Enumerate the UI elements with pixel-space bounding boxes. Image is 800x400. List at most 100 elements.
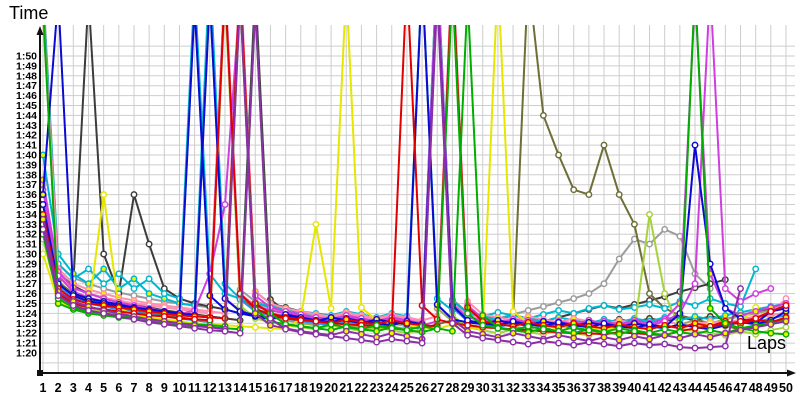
data-point-marker <box>524 322 532 330</box>
data-point-marker <box>600 141 608 149</box>
data-point-marker <box>721 319 729 327</box>
data-point-marker <box>312 220 320 228</box>
data-point-marker <box>221 201 229 208</box>
data-point-marker <box>661 331 669 339</box>
data-point-marker <box>539 111 547 119</box>
data-point-marker <box>433 325 441 333</box>
data-point-marker <box>752 265 760 273</box>
data-point-marker <box>100 265 108 273</box>
data-point-marker <box>40 250 47 258</box>
x-tick-label: 20 <box>324 381 338 395</box>
data-point-marker <box>85 265 92 273</box>
x-tick-label: 48 <box>749 381 763 395</box>
y-tick-label: 1:41 <box>16 140 37 152</box>
data-point-marker <box>782 323 790 331</box>
data-point-marker <box>646 329 653 337</box>
data-point-marker <box>145 318 153 326</box>
data-point-marker <box>327 304 335 312</box>
x-tick-label: 23 <box>370 381 384 395</box>
data-point-marker <box>373 321 381 329</box>
data-point-marker <box>509 307 517 315</box>
y-tick-label: 1:21 <box>16 338 37 350</box>
y-tick-label: 1:23 <box>16 318 37 330</box>
y-tick-label: 1:22 <box>16 328 37 340</box>
data-point-marker <box>585 338 593 346</box>
x-tick-label: 8 <box>146 381 153 395</box>
data-point-marker <box>357 330 365 338</box>
data-point-marker <box>403 319 411 327</box>
data-point-marker <box>737 317 744 325</box>
data-point-marker <box>767 307 775 315</box>
series-group <box>40 4 790 352</box>
data-point-marker <box>342 334 350 342</box>
data-point-marker <box>282 325 290 333</box>
data-point-marker <box>676 334 684 342</box>
x-tick-label: 26 <box>415 381 429 395</box>
data-point-marker <box>646 341 653 349</box>
data-point-marker <box>464 331 472 339</box>
x-tick-label: 44 <box>688 381 702 395</box>
x-tick-label: 9 <box>161 381 168 395</box>
y-tick-label: 1:43 <box>16 120 37 132</box>
data-point-marker <box>160 320 168 328</box>
x-tick-label: 22 <box>354 381 368 395</box>
x-tick-label: 43 <box>673 381 687 395</box>
y-tick-label: 1:47 <box>16 80 37 92</box>
y-tick-label: 1:39 <box>16 159 37 171</box>
x-tick-label: 12 <box>203 381 217 395</box>
data-point-marker <box>721 304 729 312</box>
data-point-marker <box>539 303 547 310</box>
data-point-marker <box>479 321 487 329</box>
data-point-marker <box>145 240 153 248</box>
data-point-marker <box>767 329 775 337</box>
data-point-marker <box>737 326 744 334</box>
data-point-marker <box>297 316 305 324</box>
y-tick-label: 1:36 <box>16 189 37 201</box>
data-point-marker <box>555 306 563 314</box>
y-tick-label: 1:32 <box>16 229 37 241</box>
data-point-marker <box>706 304 714 312</box>
data-point-marker <box>373 338 381 346</box>
data-point-marker <box>176 322 183 330</box>
data-point-marker <box>130 275 138 283</box>
x-tick-label: 38 <box>597 381 611 395</box>
data-point-marker <box>721 342 729 350</box>
data-point-marker <box>312 330 320 338</box>
data-point-marker <box>327 320 335 328</box>
data-point-marker <box>464 321 472 329</box>
data-point-marker <box>615 255 623 263</box>
data-point-marker <box>282 314 290 322</box>
data-point-marker <box>615 305 623 313</box>
data-point-marker <box>782 302 790 309</box>
x-tick-label: 18 <box>294 381 308 395</box>
x-tick-label: 14 <box>233 381 247 395</box>
origin-marker <box>37 370 43 376</box>
x-tick-label: 15 <box>248 381 262 395</box>
data-point-marker <box>494 324 502 332</box>
data-point-marker <box>646 335 653 343</box>
data-point-marker <box>555 299 563 306</box>
data-point-marker <box>691 280 699 288</box>
data-point-marker <box>448 319 456 327</box>
data-point-marker <box>691 330 699 338</box>
data-point-marker <box>40 225 47 233</box>
data-point-marker <box>752 323 760 331</box>
data-point-marker <box>373 327 381 335</box>
y-axis-arrow-icon <box>36 26 44 35</box>
data-point-marker <box>646 290 653 298</box>
y-tick-label: 1:49 <box>16 60 37 72</box>
data-point-marker <box>464 309 472 317</box>
data-point-marker <box>253 4 258 9</box>
data-point-marker <box>615 191 623 199</box>
data-point-marker <box>312 317 320 325</box>
y-tick-label: 1:34 <box>16 209 37 221</box>
data-point-marker <box>782 317 790 325</box>
data-point-marker <box>524 306 532 314</box>
data-point-marker <box>721 285 729 293</box>
x-tick-label: 19 <box>309 381 323 395</box>
x-tick-label: 37 <box>582 381 596 395</box>
data-point-marker <box>615 336 623 344</box>
x-axis-title: Laps <box>746 333 786 353</box>
data-point-marker <box>600 280 608 288</box>
